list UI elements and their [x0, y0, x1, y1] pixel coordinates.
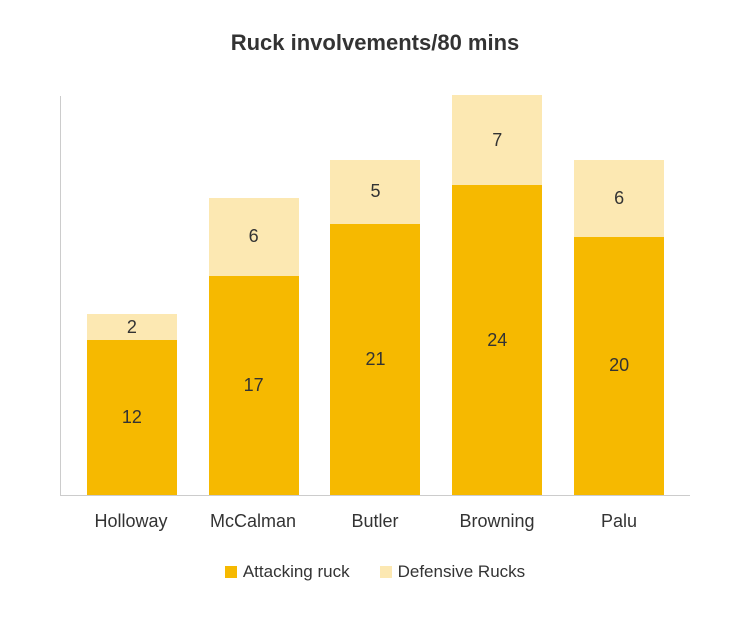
- x-axis-labels: Holloway McCalman Butler Browning Palu: [60, 511, 690, 532]
- x-axis-label: McCalman: [208, 511, 298, 532]
- legend-label: Attacking ruck: [243, 562, 350, 582]
- bar-segment: 6: [574, 160, 664, 237]
- x-axis-label: Browning: [452, 511, 542, 532]
- bar-value-label: 6: [249, 226, 259, 247]
- bar-segment: 17: [209, 276, 299, 495]
- bar-value-label: 6: [614, 188, 624, 209]
- bar-value-label: 12: [122, 407, 142, 428]
- legend-item: Attacking ruck: [225, 562, 350, 582]
- bar-group: 24 7: [452, 95, 542, 495]
- legend-label: Defensive Rucks: [398, 562, 526, 582]
- bar-segment: 5: [330, 160, 420, 225]
- bar-segment: 21: [330, 224, 420, 495]
- x-axis-label: Holloway: [86, 511, 176, 532]
- legend-swatch: [380, 566, 392, 578]
- bar-segment: 12: [87, 340, 177, 495]
- x-axis-label: Butler: [330, 511, 420, 532]
- bar-value-label: 24: [487, 330, 507, 351]
- chart-title: Ruck involvements/80 mins: [40, 30, 710, 56]
- bar-segment: 24: [452, 185, 542, 495]
- bar-value-label: 7: [492, 130, 502, 151]
- legend-item: Defensive Rucks: [380, 562, 526, 582]
- legend: Attacking ruck Defensive Rucks: [40, 562, 710, 582]
- legend-swatch: [225, 566, 237, 578]
- bar-segment: 20: [574, 237, 664, 495]
- chart-container: Ruck involvements/80 mins 12 2 17 6 21 5 24 7 20…: [0, 0, 750, 631]
- bar-value-label: 17: [244, 375, 264, 396]
- x-axis-label: Palu: [574, 511, 664, 532]
- bar-group: 17 6: [209, 198, 299, 495]
- bar-value-label: 21: [365, 349, 385, 370]
- bar-value-label: 5: [370, 181, 380, 202]
- bar-segment: 2: [87, 314, 177, 340]
- bar-segment: 7: [452, 95, 542, 185]
- plot-area: 12 2 17 6 21 5 24 7 20 6: [60, 96, 690, 496]
- bar-group: 20 6: [574, 160, 664, 495]
- bar-value-label: 2: [127, 317, 137, 338]
- bar-segment: 6: [209, 198, 299, 275]
- bar-group: 12 2: [87, 314, 177, 495]
- bar-value-label: 20: [609, 355, 629, 376]
- bar-group: 21 5: [330, 160, 420, 495]
